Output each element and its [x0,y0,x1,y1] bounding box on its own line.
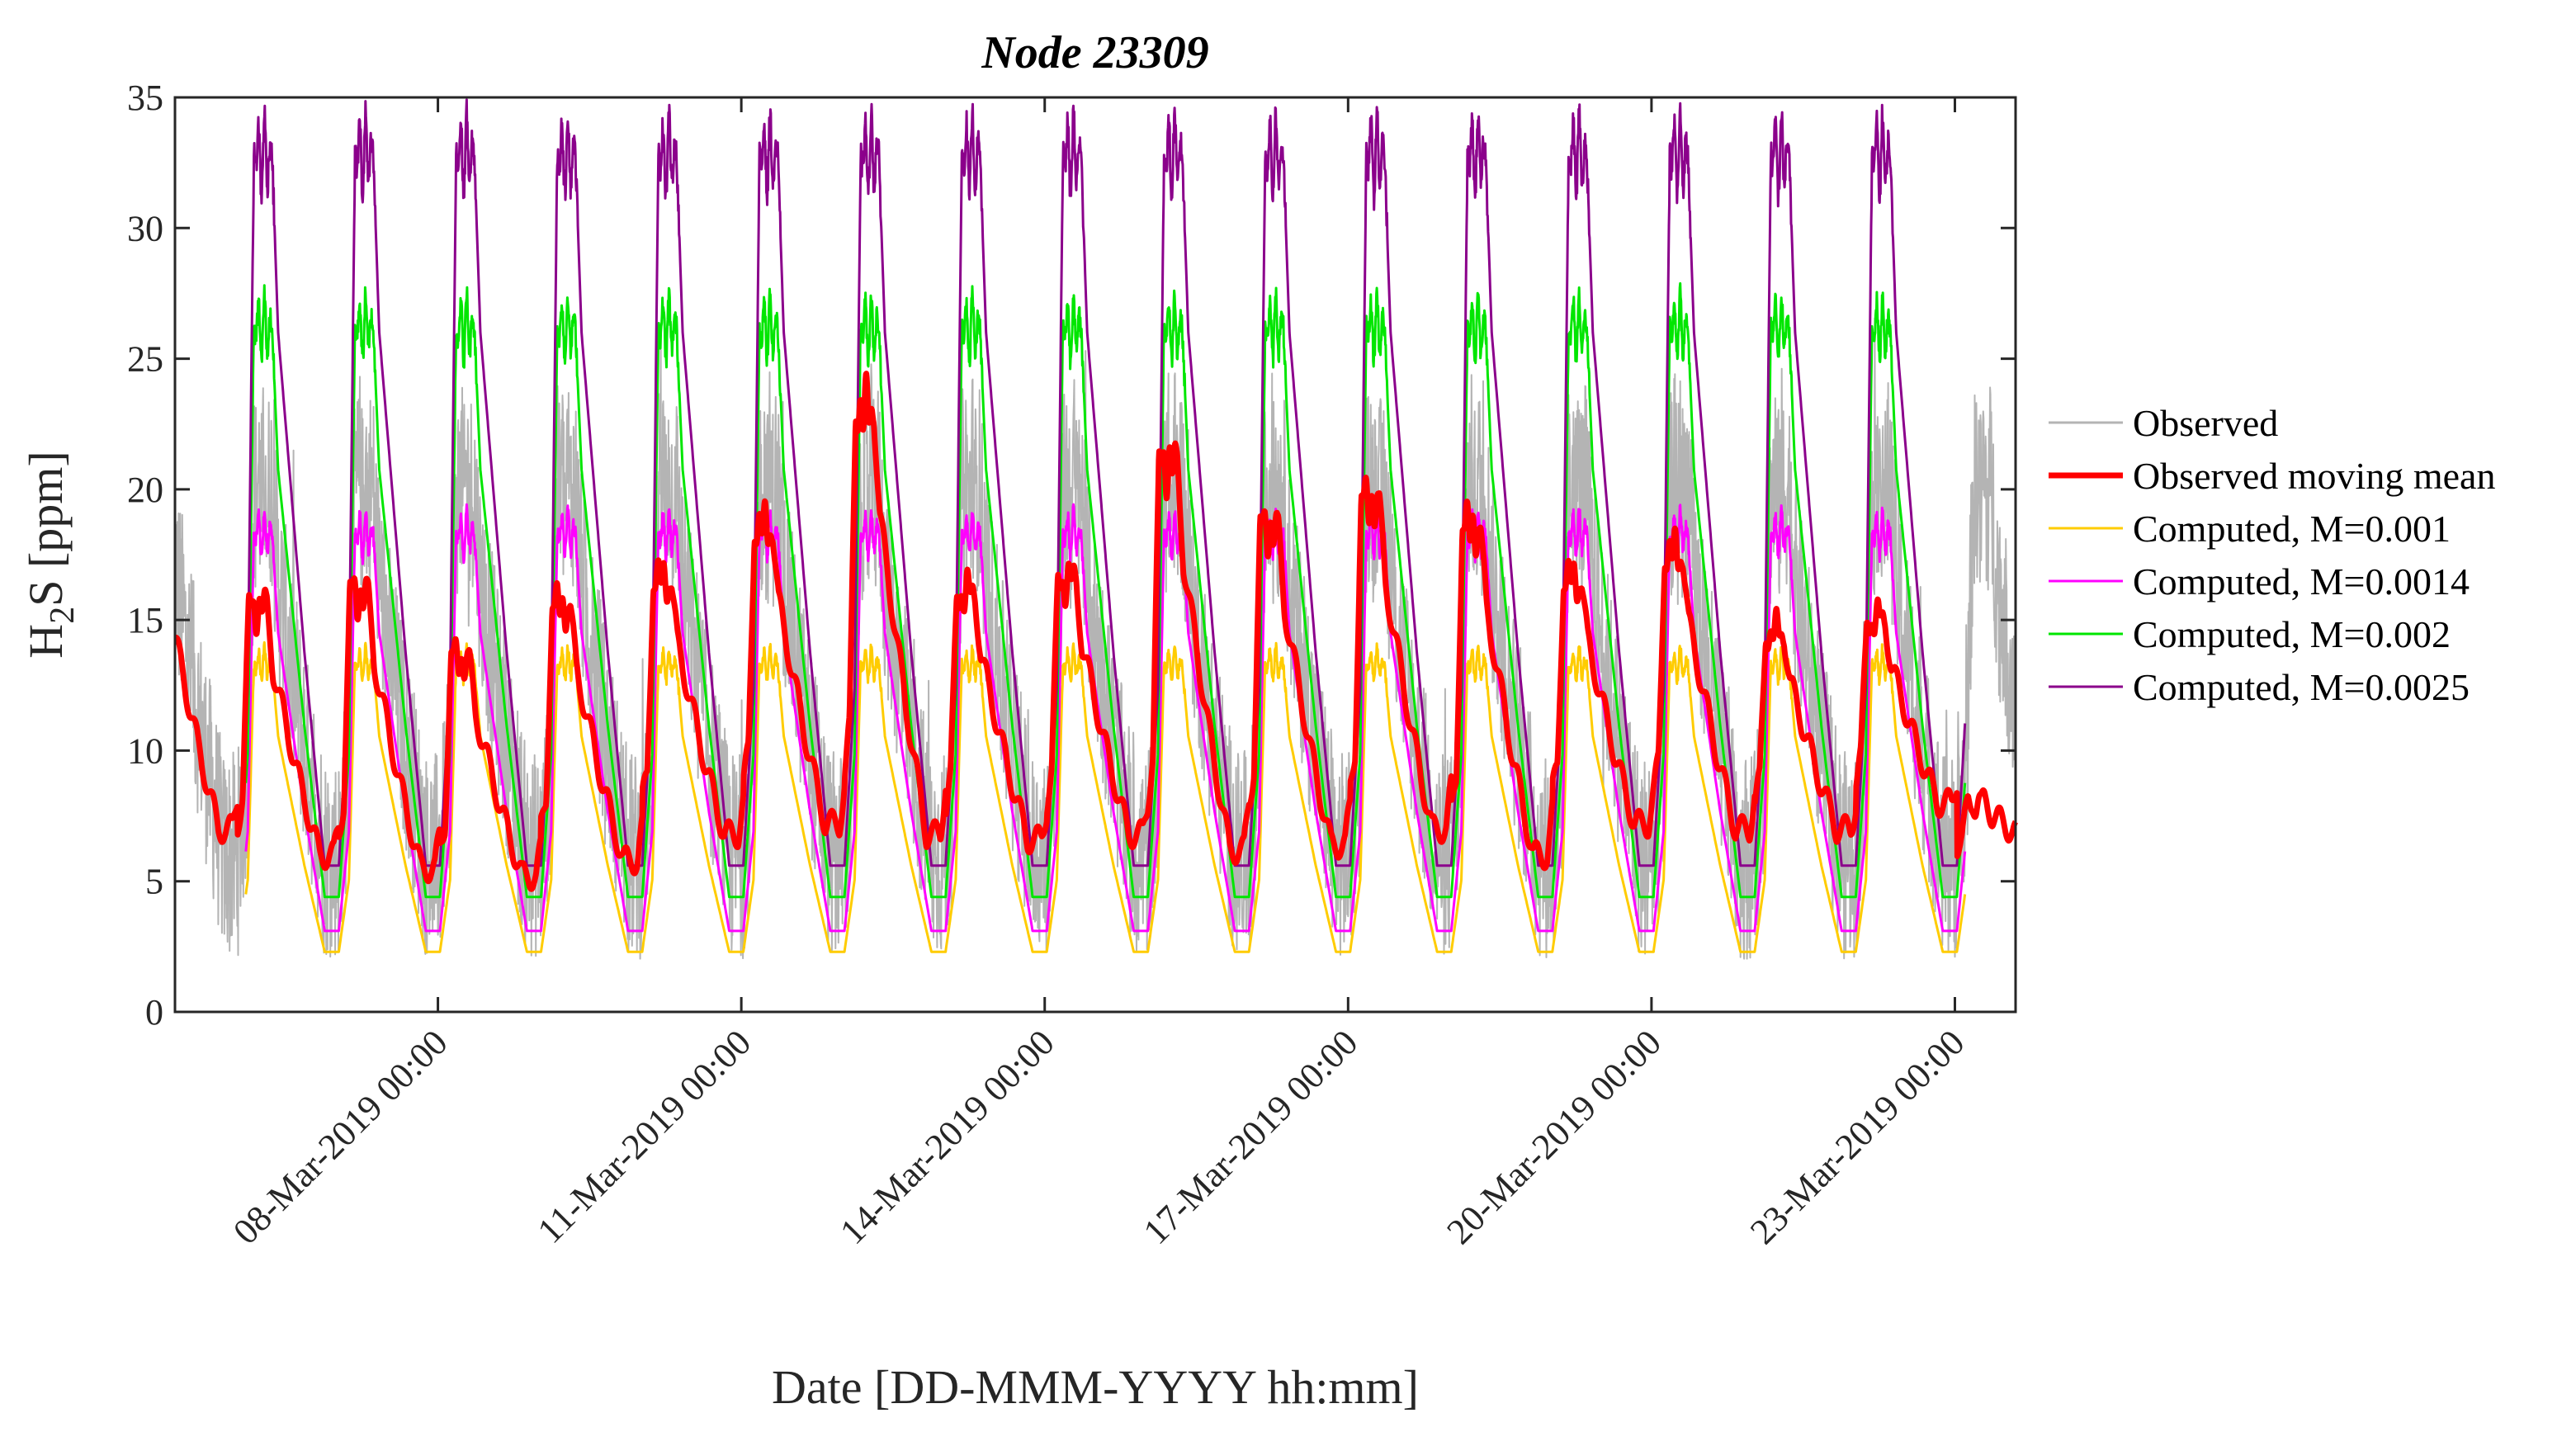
x-tick-label: 23-Mar-2019 00:00 [1742,1022,1973,1252]
y-tick-label: 25 [127,339,163,380]
y-tick-label: 15 [127,600,163,640]
y-tick-label: 5 [145,862,163,902]
x-tick-label: 14-Mar-2019 00:00 [832,1022,1062,1252]
y-tick-label: 0 [145,992,163,1033]
x-tick-label: 08-Mar-2019 00:00 [225,1022,456,1252]
chart-title: Node 23309 [981,27,1208,78]
legend-label: Observed [2133,402,2278,444]
y-tick-label: 30 [127,208,163,248]
legend: Observed Observed moving mean Computed, M=… [2049,402,2495,708]
series-layer [173,98,2018,960]
y-tick-label: 35 [127,78,163,118]
series-computed-1 [244,640,1967,953]
series-computed-3 [244,281,1967,899]
x-tick-label: 11-Mar-2019 00:00 [530,1022,759,1250]
series-observed-moving-mean [173,371,2018,892]
plot-frame [173,96,2017,1014]
x-axis-label: Date [DD-MMM-YYYY hh:mm] [772,1360,1419,1414]
series-computed-4 [244,98,1967,867]
y-tick-label: 10 [127,730,163,771]
y-axis-label: H2S [ppm] [19,451,82,658]
x-tick-label: 20-Mar-2019 00:00 [1439,1022,1669,1252]
legend-label: Computed, M=0.001 [2133,508,2451,550]
y-tick-label: 20 [127,470,163,510]
x-tick-label: 17-Mar-2019 00:00 [1136,1022,1366,1252]
legend-label: Computed, M=0.0025 [2133,666,2470,708]
legend-label: Computed, M=0.0014 [2133,560,2470,603]
legend-label: Observed moving mean [2133,455,2495,497]
legend-label: Computed, M=0.002 [2133,613,2451,655]
